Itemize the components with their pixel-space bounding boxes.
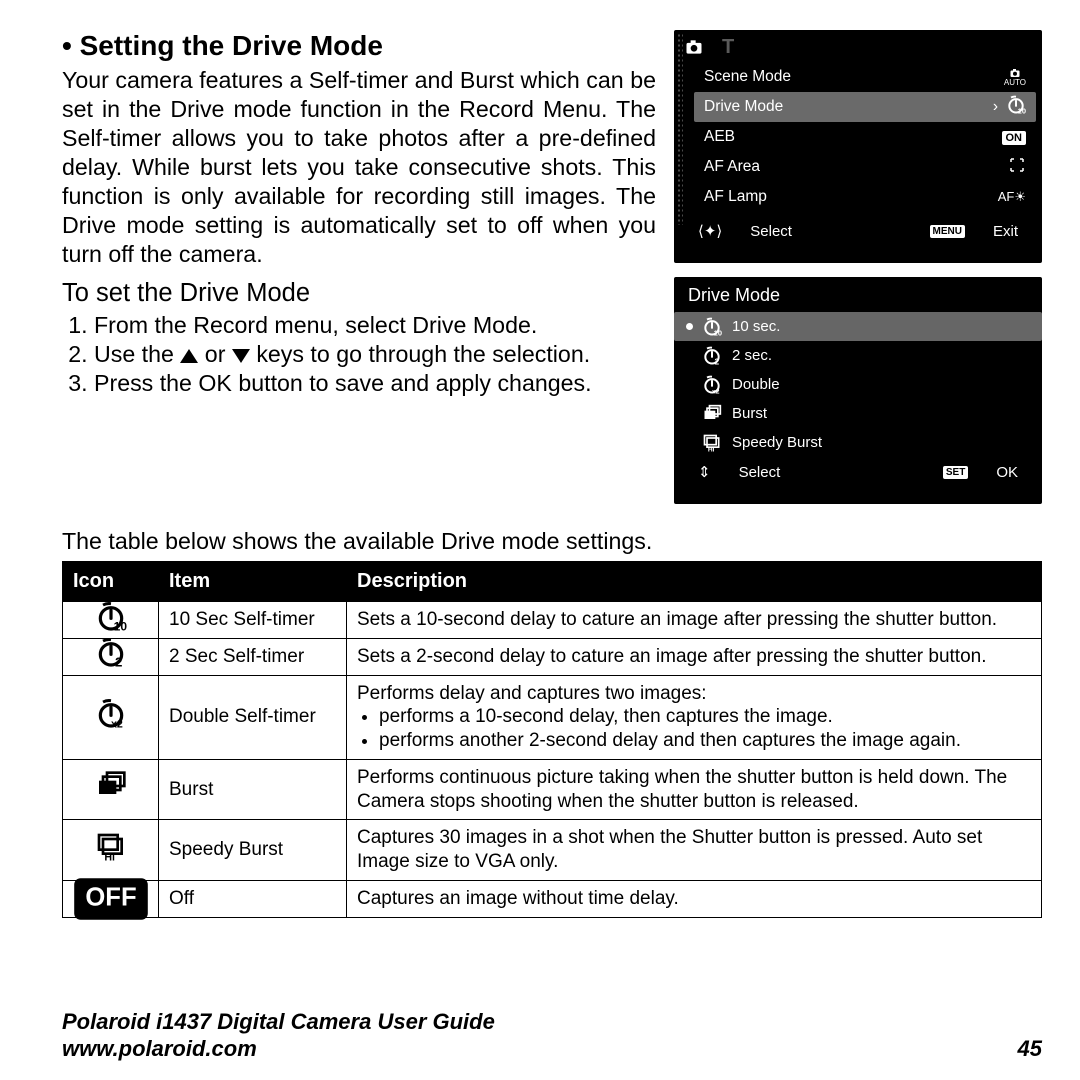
option-label: Speedy Burst	[732, 434, 822, 451]
lcd-record-menu: T Scene Mode AUTO Drive Mode › 10 AEB ON…	[674, 30, 1042, 263]
footer-page: 45	[1018, 1036, 1042, 1062]
cell-desc: Sets a 10-second delay to cature an imag…	[347, 602, 1042, 639]
th-item: Item	[159, 562, 347, 602]
lcd1-foot-exit: Exit	[993, 223, 1018, 240]
page-footer: Polaroid i1437 Digital Camera User Guide…	[62, 1009, 1042, 1062]
menu-row: AEB ON	[694, 122, 1036, 152]
cell-item: Off	[159, 880, 347, 917]
menu-label: Drive Mode	[704, 98, 985, 116]
drive-mode-option: Burst	[674, 399, 1042, 428]
menu-row: AF Area	[694, 152, 1036, 182]
menu-value: AUTO	[1004, 67, 1026, 87]
chevron-right-icon: ›	[993, 98, 998, 116]
lcd2-foot-ok: OK	[996, 464, 1018, 481]
cell-item: Burst	[159, 759, 347, 820]
section-body: Your camera features a Self-timer and Bu…	[62, 66, 656, 269]
lcd-drive-mode: Drive Mode 10 10 sec. 2 2 sec. x2 Double…	[674, 277, 1042, 504]
cell-desc: Sets a 2-second delay to cature an image…	[347, 638, 1042, 675]
table-row: 2 2 Sec Self-timer Sets a 2-second delay…	[63, 638, 1042, 675]
nav-arrows-icon: ⟨✦⟩	[698, 222, 722, 240]
menu-label: AF Lamp	[704, 188, 990, 206]
table-row: Burst Performs continuous picture taking…	[63, 759, 1042, 820]
option-label: 2 sec.	[732, 347, 772, 364]
svg-text:10: 10	[113, 619, 126, 633]
th-icon: Icon	[63, 562, 159, 602]
steps-list: From the Record menu, select Drive Mode.…	[62, 312, 656, 397]
cell-icon: 10	[63, 602, 159, 639]
option-label: Double	[732, 376, 780, 393]
cell-item: 2 Sec Self-timer	[159, 638, 347, 675]
table-row: x2 Double Self-timer Performs delay and …	[63, 675, 1042, 759]
menu-value: 10	[1006, 95, 1026, 120]
camera-tab-icon	[684, 37, 704, 57]
cell-icon: OFF	[63, 880, 159, 917]
menu-value: AF☀	[998, 188, 1026, 206]
drive-mode-option: Speedy Burst	[674, 428, 1042, 457]
drive-mode-option: x2 Double	[674, 370, 1042, 399]
radio-dot-icon	[686, 323, 693, 330]
lcd1-foot-select: Select	[750, 223, 792, 240]
section-subhead: To set the Drive Mode	[62, 279, 656, 308]
menu-value: ON	[1002, 128, 1027, 146]
table-row: OFF Off Captures an image without time d…	[63, 880, 1042, 917]
table-row: 10 10 Sec Self-timer Sets a 10-second de…	[63, 602, 1042, 639]
cell-icon: 2	[63, 638, 159, 675]
step: From the Record menu, select Drive Mode.	[94, 312, 656, 339]
cell-icon: x2	[63, 675, 159, 759]
cell-icon	[63, 759, 159, 820]
footer-url: www.polaroid.com	[62, 1036, 495, 1062]
menu-badge: MENU	[930, 225, 965, 238]
step: Press the OK button to save and apply ch…	[94, 370, 656, 397]
svg-text:2: 2	[715, 356, 720, 366]
table-intro: The table below shows the available Driv…	[62, 528, 1042, 555]
drive-mode-table: Icon Item Description 10 10 Sec Self-tim…	[62, 561, 1042, 918]
up-triangle-icon	[180, 349, 198, 363]
lcd2-foot-select: Select	[739, 464, 781, 481]
footer-guide: Polaroid i1437 Digital Camera User Guide	[62, 1009, 495, 1035]
cell-desc: Performs delay and captures two images:p…	[347, 675, 1042, 759]
drive-mode-option: 10 10 sec.	[674, 312, 1042, 341]
menu-label: AEB	[704, 128, 994, 146]
option-label: 10 sec.	[732, 318, 780, 335]
menu-row: Scene Mode AUTO	[694, 62, 1036, 92]
menu-row: AF Lamp AF☀	[694, 182, 1036, 212]
svg-text:x2: x2	[712, 388, 720, 395]
svg-text:x2: x2	[111, 718, 123, 730]
cell-item: 10 Sec Self-timer	[159, 602, 347, 639]
cell-item: Speedy Burst	[159, 820, 347, 881]
set-badge: SET	[943, 466, 968, 479]
th-desc: Description	[347, 562, 1042, 602]
updown-icon: ⇕	[698, 463, 711, 481]
svg-text:2: 2	[115, 655, 122, 670]
wrench-tab-icon: T	[722, 36, 734, 59]
svg-text:10: 10	[1018, 106, 1026, 115]
table-row: Speedy Burst Captures 30 images in a sho…	[63, 820, 1042, 881]
section-title: • Setting the Drive Mode	[62, 30, 656, 62]
step: Use the or keys to go through the select…	[94, 341, 656, 368]
cell-item: Double Self-timer	[159, 675, 347, 759]
down-triangle-icon	[232, 349, 250, 363]
cell-desc: Captures an image without time delay.	[347, 880, 1042, 917]
menu-label: AF Area	[704, 158, 1000, 176]
svg-text:10: 10	[714, 328, 722, 337]
menu-value	[1008, 156, 1026, 179]
drive-mode-option: 2 2 sec.	[674, 341, 1042, 370]
cell-desc: Performs continuous picture taking when …	[347, 759, 1042, 820]
menu-row: Drive Mode › 10	[694, 92, 1036, 122]
option-label: Burst	[732, 405, 767, 422]
article-left: • Setting the Drive Mode Your camera fea…	[62, 30, 656, 504]
cell-desc: Captures 30 images in a shot when the Sh…	[347, 820, 1042, 881]
cell-icon	[63, 820, 159, 881]
lcd2-title: Drive Mode	[674, 277, 1042, 312]
menu-label: Scene Mode	[704, 68, 996, 86]
